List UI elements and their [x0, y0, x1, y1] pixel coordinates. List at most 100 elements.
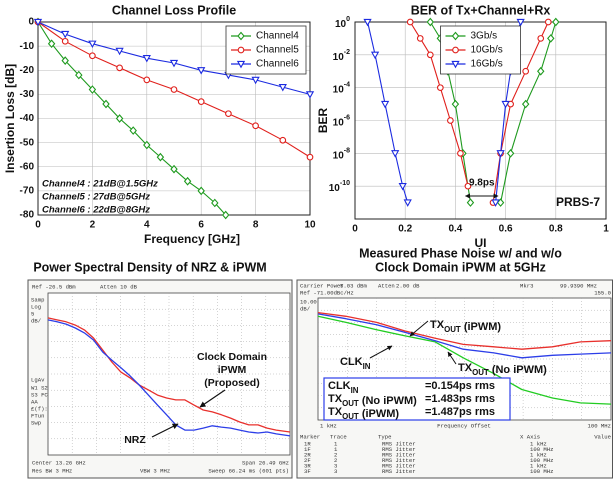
- y-tick-label: -20: [20, 65, 35, 76]
- tick-base: 10: [333, 51, 345, 62]
- data-point: [253, 123, 259, 129]
- table-cell: 3F: [304, 468, 311, 475]
- x-tick-label: 0.6: [499, 224, 513, 235]
- tick-base: 10: [335, 19, 347, 30]
- screen-text: LgAv: [31, 376, 45, 383]
- tick-exp: 0: [346, 16, 350, 23]
- annotation: Clock Domain: [197, 351, 267, 363]
- label-text: TX: [328, 393, 343, 405]
- label-sub: OUT: [444, 325, 461, 334]
- tick-base: 10: [329, 183, 341, 194]
- y-tick-label: -70: [20, 186, 35, 197]
- label-tail: (No iPWM): [359, 395, 417, 407]
- screen-text: AA: [31, 398, 38, 405]
- legend-marker: [453, 47, 459, 53]
- y-axis-label: BER: [316, 108, 330, 134]
- chart-title: Power Spectral Density of NRZ & iPWM: [33, 260, 266, 274]
- screen-text: dB/: [300, 305, 311, 312]
- y-axis-label: Insertion Loss [dB]: [3, 64, 17, 173]
- table-cell: 3: [334, 468, 337, 475]
- data-point: [62, 39, 68, 45]
- x-tick-label: 0.2: [398, 224, 412, 235]
- screen-text: dB/: [31, 317, 42, 324]
- table-cell: 100 MHz: [530, 468, 554, 475]
- data-point: [307, 154, 313, 160]
- label-tail: (No iPWM): [489, 364, 547, 376]
- y-tick-label: -50: [20, 137, 35, 148]
- chart-title: Measured Phase Noise w/ and w/o: [359, 246, 562, 260]
- table-header: Value: [594, 433, 611, 440]
- legend-label: Channel6: [256, 59, 299, 70]
- data-point: [438, 85, 444, 91]
- label-sub: IN: [351, 386, 359, 395]
- screen-text: W1 S2: [31, 384, 48, 391]
- y-tick-label: 100: [335, 16, 350, 30]
- data-point: [144, 77, 150, 83]
- annotation: (Proposed): [204, 377, 259, 389]
- x-tick-label: 0: [352, 224, 358, 235]
- annotation: iPWM: [218, 364, 247, 376]
- x-tick-label: 8: [253, 220, 259, 231]
- y-tick-label: 10-4: [333, 82, 350, 96]
- data-point: [448, 118, 454, 124]
- y-tick-label: 10-10: [329, 180, 350, 194]
- table-header: Marker: [300, 433, 320, 440]
- screen-text: Ref -71.00dBc/Hz: [300, 289, 354, 296]
- screen-text: 100 MHz: [588, 422, 612, 429]
- screen-text: 155.0: [594, 289, 611, 296]
- data-point: [117, 65, 123, 71]
- legend-label: 10Gb/s: [471, 45, 503, 56]
- screen-text: Ref -26.5 dBm: [32, 283, 76, 290]
- data-point: [226, 111, 232, 117]
- trace-label: TXOUT (No iPWM): [458, 362, 547, 377]
- legend-value: =1.483ps rms: [425, 393, 495, 405]
- screen-text: £(f):: [31, 405, 48, 412]
- tick-base: 10: [333, 150, 345, 161]
- screen-text: FTun: [31, 412, 44, 419]
- screen-text: Log: [31, 303, 41, 310]
- screen-text: VBW 3 MHz: [140, 467, 170, 474]
- chart-title: Channel Loss Profile: [112, 3, 236, 17]
- y-tick-label: 10-8: [333, 147, 350, 161]
- data-point: [523, 68, 529, 74]
- y-tick-label: -40: [20, 113, 35, 124]
- screen-text: Carrier Power: [300, 282, 344, 289]
- screen-text: 10.00: [300, 298, 317, 305]
- screen-text: Swp: [31, 419, 41, 426]
- annotation: Channel6 : 22dB@8GHz: [42, 205, 150, 216]
- x-tick-label: 2: [90, 220, 96, 231]
- tick-exp: -2: [344, 49, 350, 56]
- table-header: X Axis: [520, 433, 540, 440]
- label-text: TX: [458, 362, 473, 374]
- label-text: CLK: [328, 380, 351, 392]
- label-text: TX: [328, 406, 343, 418]
- tick-exp: -4: [344, 82, 350, 89]
- y-tick-label: -10: [20, 41, 35, 52]
- data-point: [428, 52, 434, 58]
- annotation: 9.8ps: [469, 178, 495, 189]
- chart-title: Clock Domain iPWM at 5GHz: [375, 260, 546, 274]
- data-point: [198, 99, 204, 105]
- chart-title: BER of Tx+Channel+Rx: [411, 3, 551, 17]
- label-tail: (iPWM): [461, 321, 502, 333]
- label-sub: OUT: [472, 368, 489, 377]
- tick-exp: -8: [344, 147, 350, 154]
- screen-text: Frequency Offset: [437, 422, 491, 429]
- annotation: Channel5 : 27dB@5GHz: [42, 192, 150, 203]
- screen-text: Center 13.26 GHz: [32, 459, 86, 466]
- label-sub: IN: [363, 362, 371, 371]
- screen-text: Sweep 66.24 ms (601 pts): [208, 467, 289, 474]
- tick-exp: -6: [344, 114, 350, 121]
- screen-text: 5: [31, 310, 34, 317]
- y-tick-label: -30: [20, 89, 35, 100]
- legend-label: 16Gb/s: [471, 59, 503, 70]
- y-tick-label: 0: [28, 17, 34, 28]
- screen-text: 1 kHz: [320, 422, 337, 429]
- x-tick-label: 0.4: [448, 224, 462, 235]
- data-point: [538, 36, 544, 42]
- data-point: [417, 36, 423, 42]
- label-tail: (iPWM): [359, 408, 400, 420]
- annotation: Channel4 : 21dB@1.5GHz: [42, 179, 158, 190]
- x-axis-label: Frequency [GHz]: [144, 232, 240, 246]
- x-tick-label: 0: [35, 220, 41, 231]
